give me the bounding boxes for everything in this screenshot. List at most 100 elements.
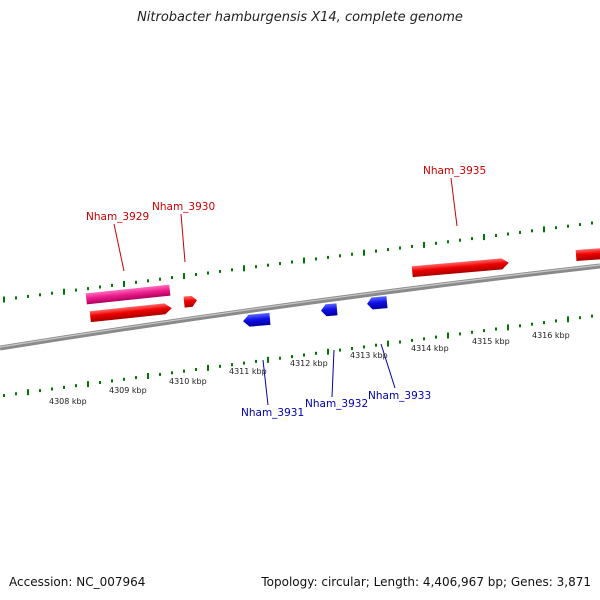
major-tick xyxy=(447,332,449,339)
minor-tick xyxy=(219,269,221,273)
major-tick xyxy=(87,381,89,388)
minor-tick xyxy=(51,291,53,295)
minor-tick xyxy=(3,394,5,397)
major-tick xyxy=(123,280,125,287)
gene-nham-3929-shape[interactable] xyxy=(85,284,171,305)
major-tick xyxy=(543,226,545,233)
minor-tick xyxy=(339,254,341,258)
minor-tick xyxy=(483,329,485,333)
gene-edge-forward-shape[interactable] xyxy=(575,247,600,261)
minor-tick xyxy=(63,385,65,389)
major-tick xyxy=(327,348,329,355)
minor-tick xyxy=(135,376,137,380)
minor-tick xyxy=(231,268,233,272)
minor-tick xyxy=(279,356,281,360)
minor-tick xyxy=(291,355,293,359)
major-tick xyxy=(363,249,365,256)
minor-tick xyxy=(531,322,533,326)
minor-tick xyxy=(267,263,269,267)
minor-tick xyxy=(555,319,557,323)
gene-label-nham-3929[interactable]: Nham_3929 xyxy=(86,211,149,223)
minor-tick xyxy=(579,223,581,227)
minor-tick xyxy=(111,379,113,383)
major-tick xyxy=(3,296,5,303)
minor-tick xyxy=(399,246,401,250)
gene-nham-3929b-shape[interactable] xyxy=(89,303,173,323)
gene-nham-3935-shape[interactable] xyxy=(411,258,510,278)
major-tick xyxy=(63,288,65,295)
minor-tick xyxy=(39,389,41,393)
gene-nham-3933-shape[interactable] xyxy=(367,296,388,310)
minor-tick xyxy=(207,271,209,275)
minor-tick xyxy=(195,273,197,276)
forward-tick-track xyxy=(3,221,593,303)
minor-tick xyxy=(459,332,461,336)
minor-tick xyxy=(555,226,557,230)
minor-tick xyxy=(51,387,53,391)
gene-nham-3931-shape[interactable] xyxy=(243,312,271,327)
major-tick xyxy=(423,241,425,248)
minor-tick xyxy=(519,230,521,234)
leader-nham-3933 xyxy=(380,343,396,389)
scale-label: 4313 kbp xyxy=(350,351,388,360)
minor-tick xyxy=(363,345,365,349)
minor-tick xyxy=(495,327,497,331)
minor-tick xyxy=(339,348,341,352)
minor-tick xyxy=(495,234,497,237)
minor-tick xyxy=(171,276,173,280)
minor-tick xyxy=(471,237,473,241)
scale-label: 4316 kbp xyxy=(532,331,570,340)
leader-nham-3930 xyxy=(180,213,186,263)
minor-tick xyxy=(99,381,101,384)
minor-tick xyxy=(327,255,329,259)
minor-tick xyxy=(75,288,77,292)
major-tick xyxy=(243,265,245,272)
major-tick xyxy=(483,234,485,241)
minor-tick xyxy=(123,377,125,381)
minor-tick xyxy=(219,364,221,368)
minor-tick xyxy=(159,277,161,281)
major-tick xyxy=(567,316,569,323)
gene-label-nham-3932[interactable]: Nham_3932 xyxy=(305,398,368,410)
major-tick xyxy=(267,356,269,363)
gene-label-nham-3933[interactable]: Nham_3933 xyxy=(368,390,431,402)
minor-tick xyxy=(459,238,461,242)
gene-label-nham-3930[interactable]: Nham_3930 xyxy=(152,201,215,213)
minor-tick xyxy=(411,338,413,342)
genome-backbone-highlight xyxy=(0,264,600,348)
scale-label: 4315 kbp xyxy=(472,337,510,346)
minor-tick xyxy=(351,252,353,256)
minor-tick xyxy=(147,279,149,283)
minor-tick xyxy=(591,314,593,318)
minor-tick xyxy=(471,330,473,334)
scale-label: 4309 kbp xyxy=(109,386,147,395)
gene-label-nham-3931[interactable]: Nham_3931 xyxy=(241,407,304,419)
major-tick xyxy=(207,364,209,371)
gene-nham-3930-shape[interactable] xyxy=(183,295,198,308)
minor-tick xyxy=(375,249,377,253)
gene-label-nham-3935[interactable]: Nham_3935 xyxy=(423,165,486,177)
minor-tick xyxy=(435,241,437,245)
minor-tick xyxy=(375,343,377,347)
minor-tick xyxy=(135,280,137,284)
accession-text: Accession: NC_007964 xyxy=(9,575,146,589)
minor-tick xyxy=(423,337,425,341)
minor-tick xyxy=(387,248,389,252)
minor-tick xyxy=(591,221,593,225)
leader-nham-3931 xyxy=(262,359,269,406)
scale-label: 4314 kbp xyxy=(411,344,449,353)
minor-tick xyxy=(27,294,29,298)
minor-tick xyxy=(291,260,293,264)
map-title: Nitrobacter hamburgensis X14, complete g… xyxy=(137,10,463,25)
minor-tick xyxy=(411,244,413,248)
scale-label: 4312 kbp xyxy=(290,359,328,368)
minor-tick xyxy=(543,321,545,325)
minor-tick xyxy=(315,351,317,355)
minor-tick xyxy=(87,287,89,291)
major-tick xyxy=(183,273,185,280)
gene-nham-3932-shape[interactable] xyxy=(321,303,338,317)
minor-tick xyxy=(15,296,17,300)
minor-tick xyxy=(111,283,113,287)
minor-tick xyxy=(567,224,569,228)
